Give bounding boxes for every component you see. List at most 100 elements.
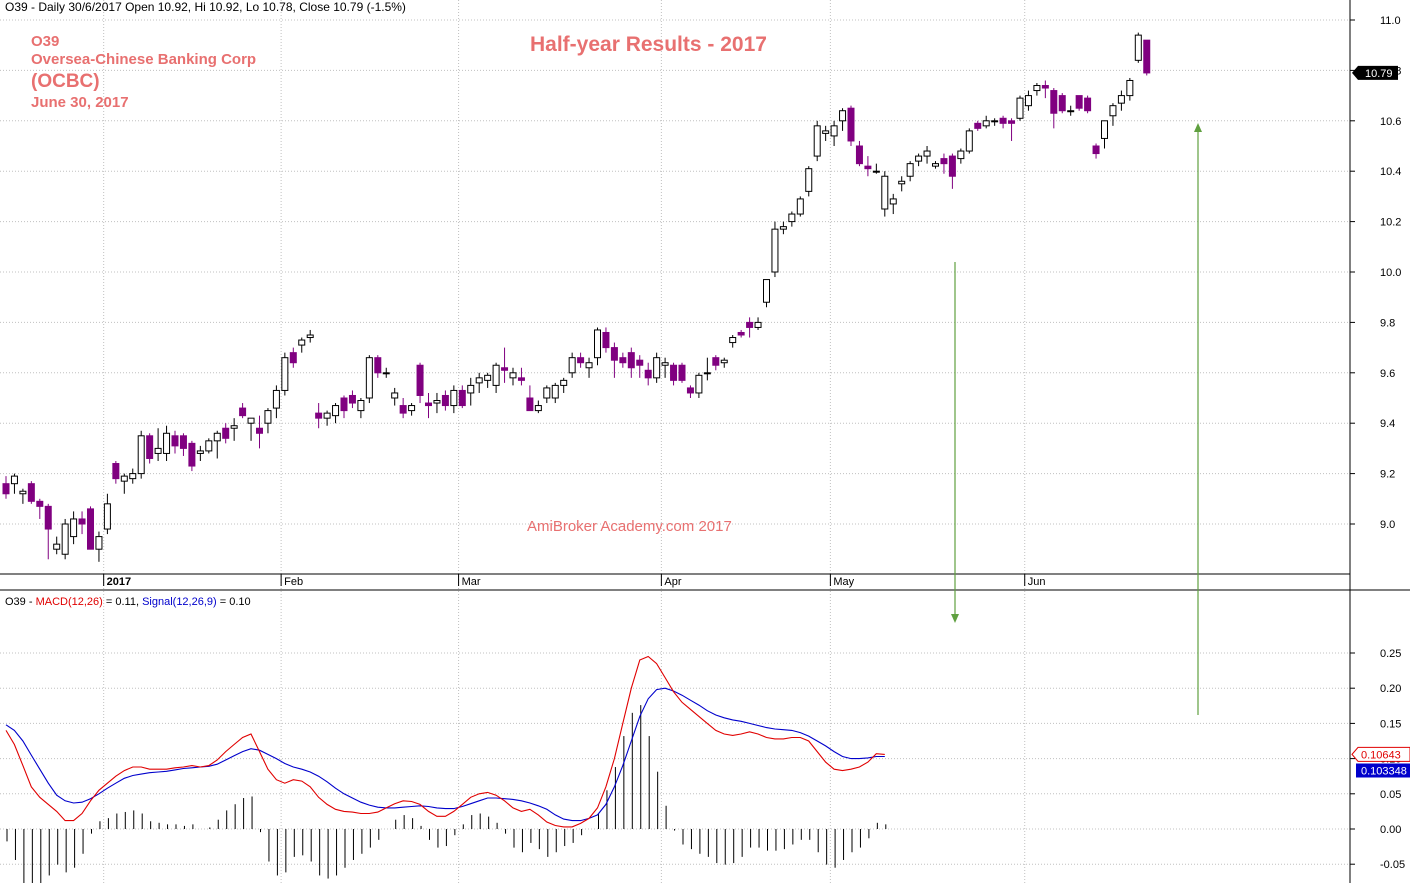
macd-tick-label: 0.15: [1380, 718, 1401, 730]
candle-up: [982, 120, 990, 127]
candle-down: [1143, 39, 1151, 74]
candle-down: [425, 402, 432, 407]
price-tick-label: 9.0: [1380, 519, 1395, 531]
candle-up: [467, 384, 475, 394]
candle-up: [230, 425, 238, 429]
candle-up: [830, 125, 838, 137]
candle-up: [1033, 85, 1041, 92]
price-tick-label: 9.6: [1380, 368, 1395, 380]
candle-up: [1067, 110, 1075, 113]
candle-up: [763, 279, 770, 303]
candle-down: [619, 357, 627, 364]
candle-down: [1058, 95, 1066, 112]
candle-up: [323, 412, 331, 419]
price-tick-label: 11.0: [1380, 15, 1401, 27]
candle-up: [95, 536, 103, 550]
candle-up: [898, 180, 906, 185]
annotation-block: O39 Oversea-Chinese Banking Corp (OCBC) …: [31, 33, 256, 111]
candle-down: [602, 331, 610, 349]
candle-down: [222, 427, 230, 439]
candle-up: [754, 321, 762, 328]
candle-up: [163, 432, 171, 454]
date-tick-label: Mar: [462, 576, 481, 588]
candle-up: [720, 359, 728, 364]
candle-up: [1126, 79, 1134, 97]
candle-up: [298, 339, 306, 346]
candle-up: [272, 389, 280, 409]
annotation-arrows: [951, 123, 1202, 715]
candle-down: [399, 405, 407, 414]
candle-down: [315, 412, 323, 419]
candle-down: [670, 364, 678, 381]
candle-down: [458, 389, 466, 407]
last-price-marker: 10.79: [1352, 65, 1398, 80]
candle-up: [264, 410, 272, 424]
price-tick-label: 9.4: [1380, 418, 1395, 430]
candle-up: [137, 435, 145, 475]
price-grid: [0, 0, 1350, 883]
macd-tick-label: 0.05: [1380, 789, 1401, 801]
candle-up: [771, 228, 779, 273]
candle-up: [509, 372, 517, 379]
candle-down: [416, 364, 424, 396]
candle-down: [526, 397, 534, 412]
candle-down: [847, 107, 855, 142]
candle-up: [1024, 95, 1032, 107]
chart-title: Half-year Results - 2017: [530, 33, 767, 56]
candle-down: [999, 117, 1007, 124]
candle-down: [712, 357, 720, 366]
macd-value-label: 0.10643: [1361, 749, 1401, 761]
candle-up: [889, 198, 897, 205]
candle-up: [484, 374, 492, 381]
candle-up: [357, 400, 365, 412]
candle-up: [881, 175, 889, 210]
last-price-label: 10.79: [1365, 68, 1393, 80]
candle-up: [433, 400, 441, 404]
candle-up: [53, 543, 61, 550]
candle-down: [44, 505, 52, 530]
candle-down: [974, 122, 982, 129]
macd-tick-label: 0.25: [1380, 648, 1401, 660]
candle-up: [450, 389, 458, 407]
candle-down: [27, 483, 35, 502]
candle-down: [2, 483, 10, 495]
candle-down: [501, 367, 509, 371]
candle-down: [577, 357, 585, 364]
candle-up: [915, 155, 923, 162]
candle-up: [661, 362, 669, 366]
candle-down: [948, 155, 956, 177]
candle-down: [441, 394, 449, 407]
candle-up: [965, 130, 973, 152]
price-tick-label: 10.4: [1380, 166, 1401, 178]
candle-down: [179, 435, 187, 449]
date-x-axis: 2017 Feb Mar Apr May Jun: [103, 574, 1046, 588]
candle-up: [213, 432, 221, 442]
candle-down: [855, 145, 863, 165]
chart-info-header: O39 - Daily 30/6/2017 Open 10.92, Hi 10.…: [5, 0, 406, 14]
candle-up: [805, 168, 813, 192]
candle-up: [306, 334, 314, 339]
candle-up: [923, 150, 931, 157]
candle-down: [87, 508, 94, 550]
candle-down: [1075, 95, 1083, 109]
candle-up: [196, 450, 204, 454]
candle-down: [146, 435, 154, 459]
candle-down: [171, 435, 179, 447]
date-tick-label: Jun: [1028, 576, 1046, 588]
candle-down: [1008, 120, 1016, 124]
candle-down: [1092, 145, 1100, 155]
watermark: AmiBroker Academy.com 2017: [527, 518, 732, 535]
price-tick-label: 9.2: [1380, 469, 1395, 481]
candle-up: [779, 226, 787, 230]
candle-up: [822, 130, 830, 134]
candle-down: [678, 364, 686, 381]
candle-up: [568, 357, 576, 374]
macd-tick-label: 0.20: [1380, 683, 1401, 695]
candle-up: [382, 372, 390, 375]
candle-down: [348, 394, 356, 404]
candle-up: [19, 490, 27, 495]
candle-down: [374, 357, 382, 374]
candle-up: [872, 170, 880, 173]
